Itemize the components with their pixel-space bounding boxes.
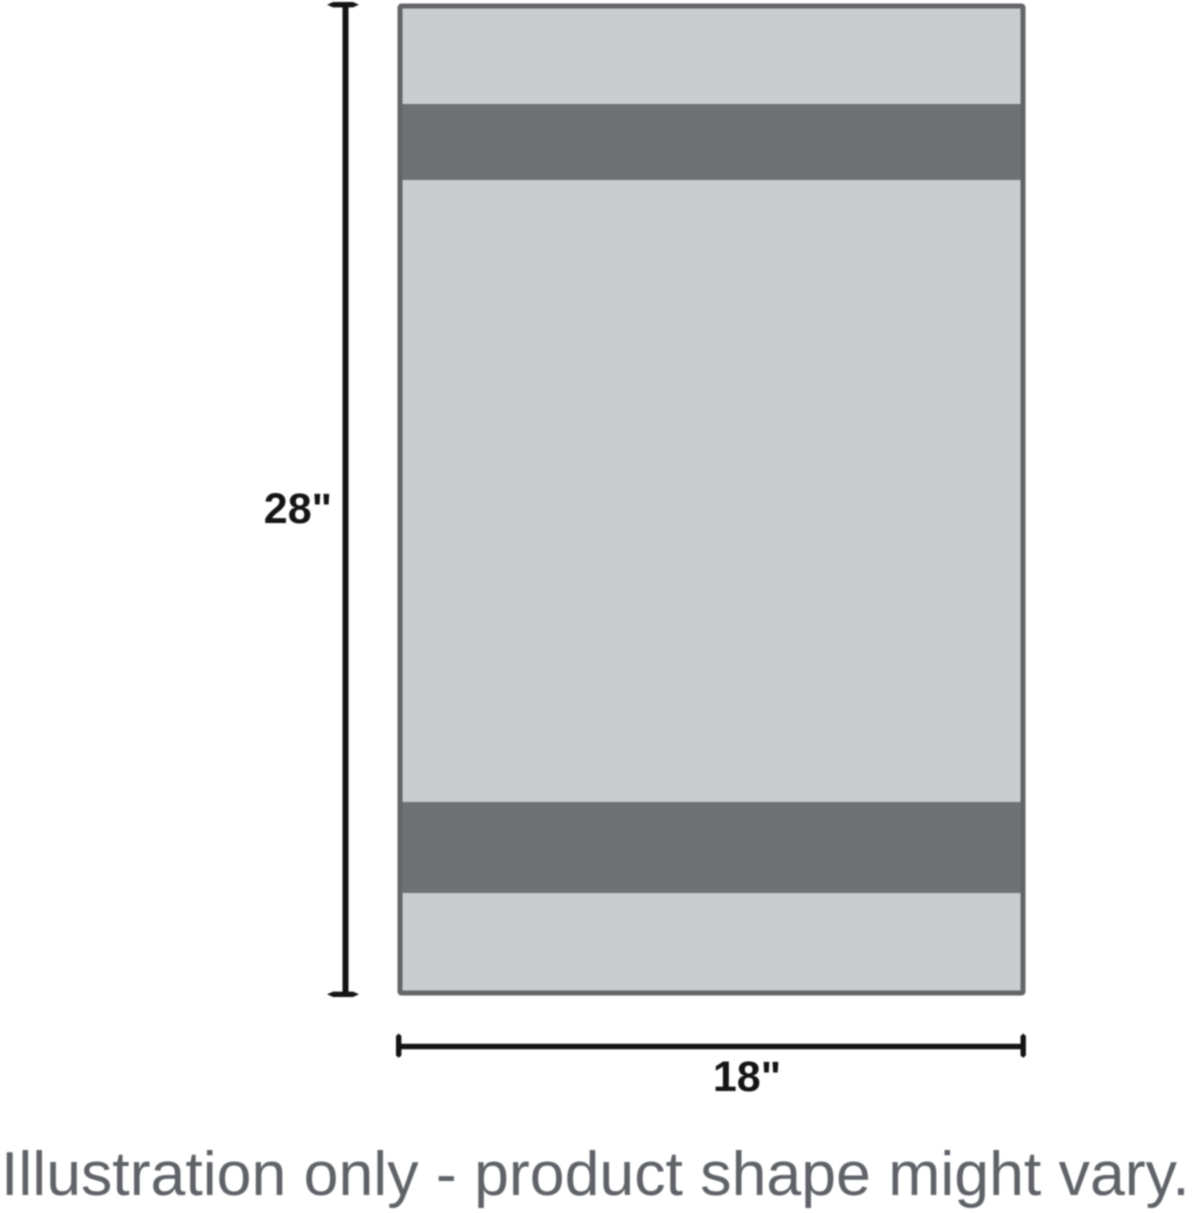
svg-text:28": 28" [264,485,332,533]
svg-text:18": 18" [713,1053,781,1101]
svg-text:Illustration only - product sh: Illustration only - product shape might … [1,1139,1190,1209]
